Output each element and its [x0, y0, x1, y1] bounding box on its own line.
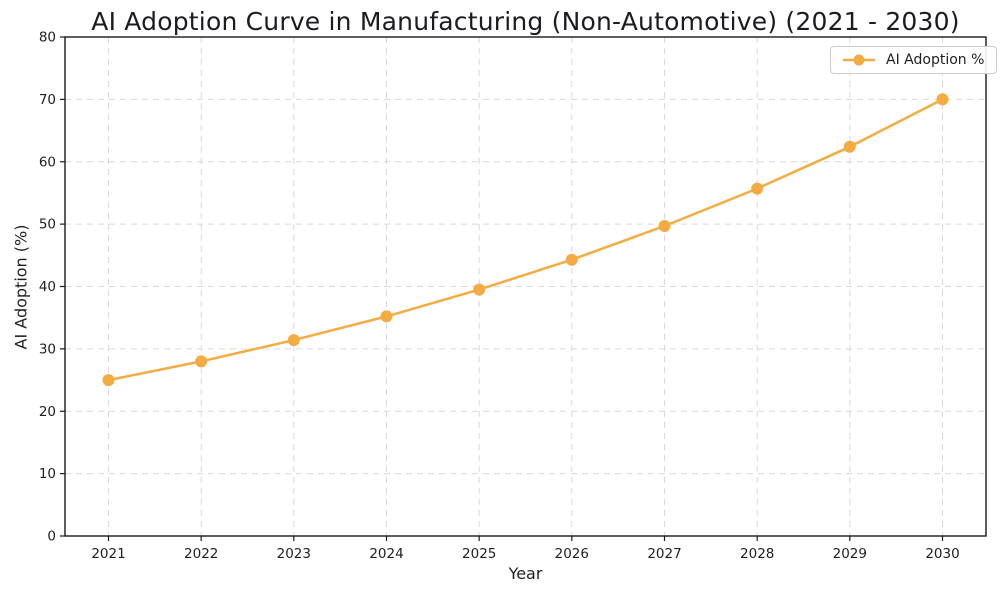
y-tick-label: 10: [39, 466, 56, 482]
x-axis-label: Year: [508, 564, 543, 583]
x-tick-label: 2026: [555, 546, 589, 562]
x-tick-label: 2025: [462, 546, 496, 562]
data-point: [936, 93, 949, 106]
x-tick-label: 2024: [369, 546, 403, 562]
data-point: [751, 182, 764, 195]
y-axis-label: AI Adoption (%): [11, 224, 31, 350]
x-tick-label: 2029: [833, 546, 867, 562]
data-point: [473, 283, 486, 296]
data-point: [195, 355, 208, 368]
x-tick-label: 2027: [647, 546, 681, 562]
chart-title: AI Adoption Curve in Manufacturing (Non-…: [91, 7, 960, 36]
y-tick-label: 0: [47, 529, 56, 545]
x-tick-label: 2021: [91, 546, 125, 562]
y-tick-label: 70: [39, 92, 56, 108]
legend-label: AI Adoption %: [886, 52, 985, 68]
y-tick-label: 30: [39, 341, 56, 357]
data-line: [107, 98, 944, 382]
data-point: [658, 220, 671, 232]
data-point: [102, 374, 115, 387]
y-tick-label: 20: [39, 404, 56, 420]
y-tick-label: 50: [39, 217, 56, 233]
x-tick-label: 2022: [184, 546, 218, 562]
data-point: [287, 334, 300, 347]
y-tick-label: 80: [39, 30, 56, 46]
data-point: [843, 140, 856, 153]
y-tick-label: 60: [39, 154, 56, 170]
legend-line-marker-icon: [843, 54, 875, 66]
x-tick-label: 2023: [277, 546, 311, 562]
legend: AI Adoption %: [830, 46, 998, 74]
data-point: [380, 310, 393, 323]
x-tick-label: 2028: [740, 546, 774, 562]
x-tick-label: 2030: [925, 546, 959, 562]
y-tick-label: 40: [39, 279, 56, 295]
data-point: [565, 253, 578, 266]
